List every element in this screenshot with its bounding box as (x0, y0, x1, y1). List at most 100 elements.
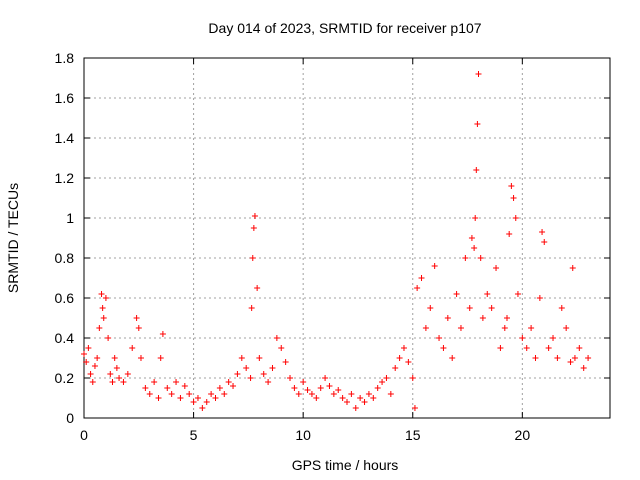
data-point (473, 167, 480, 173)
data-point (370, 395, 377, 401)
data-point (155, 395, 162, 401)
tick-labels: 0 0.2 0.4 0.6 0.8 1 1.2 1.4 1.6 1.8 0 5 10 15 20 (55, 50, 531, 443)
data-point (142, 385, 149, 391)
data-point (493, 265, 500, 271)
data-point (567, 359, 574, 365)
data-point (83, 359, 90, 365)
data-point (352, 405, 359, 411)
data-point (488, 305, 495, 311)
y-tick-label: 0.8 (55, 250, 75, 266)
data-point (287, 375, 294, 381)
data-point (348, 391, 355, 397)
data-point (107, 371, 114, 377)
data-point (278, 345, 285, 351)
data-point (109, 379, 116, 385)
plot-frame (83, 57, 611, 419)
data-point (102, 295, 109, 301)
data-point (186, 391, 193, 397)
data-point (414, 285, 421, 291)
data-point (512, 215, 519, 221)
x-axis-title: GPS time / hours (292, 457, 399, 473)
data-point (199, 405, 206, 411)
data-point (558, 305, 565, 311)
data-point (392, 365, 399, 371)
data-point (173, 379, 180, 385)
y-tick-label: 1.6 (55, 90, 75, 106)
data-point (536, 295, 543, 301)
data-point (273, 335, 280, 341)
data-point (100, 315, 107, 321)
data-point (484, 291, 491, 297)
data-point (431, 263, 438, 269)
data-point (168, 391, 175, 397)
data-point (105, 335, 112, 341)
x-tick-label: 0 (80, 427, 88, 443)
data-point (256, 355, 263, 361)
data-point (99, 305, 106, 311)
data-point (269, 365, 276, 371)
data-point (308, 391, 315, 397)
data-point (580, 365, 587, 371)
data-point (440, 345, 447, 351)
data-point (151, 379, 158, 385)
data-point (477, 255, 484, 261)
data-point (212, 395, 219, 401)
data-point (569, 265, 576, 271)
data-point (89, 379, 96, 385)
data-point (164, 385, 171, 391)
data-point (238, 355, 245, 361)
data-point (94, 355, 101, 361)
data-points (81, 71, 592, 411)
data-point (436, 335, 443, 341)
data-point (563, 325, 570, 331)
data-point (374, 385, 381, 391)
data-point (291, 385, 298, 391)
data-point (194, 395, 201, 401)
data-point (409, 375, 416, 381)
data-point (265, 379, 272, 385)
data-point (344, 399, 350, 405)
data-point (508, 183, 515, 189)
data-point (444, 315, 451, 321)
y-tick-label: 1.8 (55, 50, 75, 66)
data-point (87, 371, 94, 377)
data-point (248, 305, 255, 311)
data-point (479, 315, 486, 321)
data-point (576, 345, 583, 351)
data-point (387, 391, 394, 397)
data-point (365, 391, 372, 397)
data-point (247, 375, 254, 381)
data-point (335, 387, 342, 393)
data-point (422, 325, 429, 331)
data-point (330, 391, 337, 397)
y-tick-label: 0 (66, 410, 74, 426)
data-point (208, 391, 215, 397)
data-point (250, 225, 257, 231)
y-tick-label: 1.4 (55, 130, 75, 146)
data-point (501, 325, 508, 331)
data-point (91, 363, 98, 369)
data-point (251, 213, 258, 219)
data-point (519, 335, 526, 341)
data-point (96, 325, 103, 331)
data-point (313, 395, 320, 401)
data-point (532, 355, 539, 361)
data-point (472, 215, 479, 221)
data-point (396, 355, 403, 361)
data-point (177, 395, 184, 401)
data-point (497, 345, 504, 351)
data-point (120, 379, 127, 385)
y-tick-label: 0.6 (55, 290, 75, 306)
data-point (528, 325, 535, 331)
data-point (453, 291, 460, 297)
data-point (471, 245, 478, 251)
grid-lines (84, 58, 610, 418)
data-point (304, 387, 311, 393)
data-point (300, 379, 307, 385)
data-point (133, 315, 140, 321)
data-point (462, 255, 469, 261)
data-point (129, 345, 136, 351)
data-point (260, 371, 267, 377)
data-point (249, 255, 256, 261)
